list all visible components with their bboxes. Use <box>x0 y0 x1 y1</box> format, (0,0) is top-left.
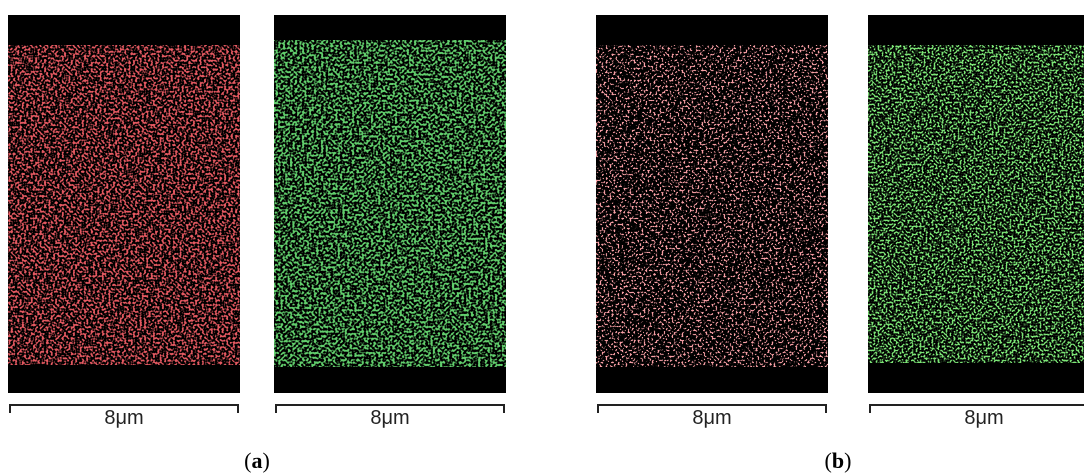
element-map <box>8 45 240 365</box>
caption-part: ) <box>844 448 851 473</box>
map-panel: 8μm <box>274 15 506 429</box>
scale-bar <box>869 404 1084 413</box>
panels: 8μm 8μm 8μm 8μm <box>8 15 1084 429</box>
caption: (a) <box>244 448 270 473</box>
caption-part: ) <box>263 448 270 473</box>
caption-part: ( <box>244 448 251 473</box>
element-map <box>274 40 506 367</box>
captions: (a) (b) <box>244 448 851 473</box>
scale-label: 8μm <box>692 407 731 429</box>
scale-label: 8μm <box>964 407 1003 429</box>
map-panel: 8μm <box>8 15 240 429</box>
caption-part: b <box>832 448 844 473</box>
element-map <box>868 45 1084 363</box>
scale-bar <box>9 404 239 413</box>
element-map <box>596 45 828 367</box>
scale-bar <box>597 404 827 413</box>
map-panel: 8μm <box>596 15 828 429</box>
caption: (b) <box>825 448 852 473</box>
map-panel: 8μm <box>868 15 1084 429</box>
caption-part: ( <box>825 448 832 473</box>
scale-label: 8μm <box>104 407 143 429</box>
scale-bar <box>275 404 505 413</box>
caption-part: a <box>252 448 263 473</box>
scale-label: 8μm <box>370 407 409 429</box>
